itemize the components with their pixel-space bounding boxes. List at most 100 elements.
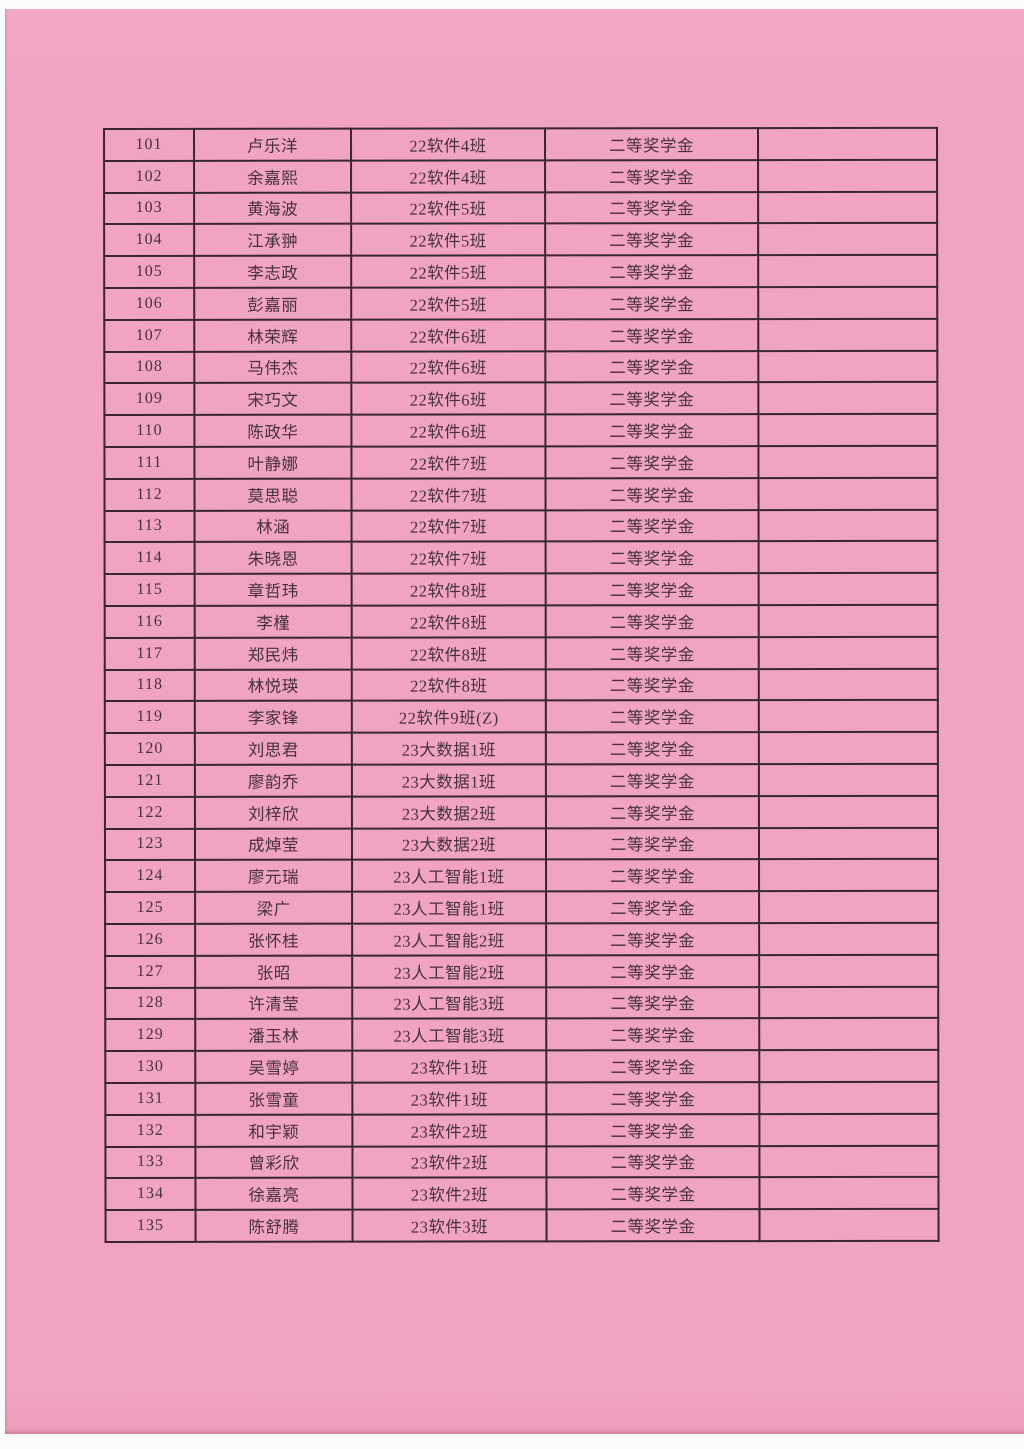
cell-student-name: 许清莹 bbox=[195, 987, 353, 1020]
cell-empty bbox=[758, 350, 938, 383]
cell-class-name: 22软件5班 bbox=[351, 191, 546, 225]
cell-award-name: 二等奖学金 bbox=[545, 287, 759, 320]
cell-student-name: 李槿 bbox=[194, 605, 352, 638]
cell-award-name: 二等奖学金 bbox=[545, 573, 759, 606]
cell-student-name: 林荣辉 bbox=[194, 319, 352, 352]
cell-row-number: 118 bbox=[104, 669, 195, 702]
cell-award-name: 二等奖学金 bbox=[545, 764, 759, 797]
cell-class-name: 22软件4班 bbox=[351, 160, 546, 193]
cell-award-name: 二等奖学金 bbox=[545, 827, 760, 860]
cell-row-number: 125 bbox=[105, 891, 196, 924]
cell-class-name: 23大数据2班 bbox=[351, 796, 546, 829]
cell-empty bbox=[758, 127, 938, 160]
cell-class-name: 22软件6班 bbox=[351, 350, 546, 384]
cell-empty bbox=[758, 827, 939, 860]
cell-student-name: 刘思君 bbox=[194, 732, 352, 765]
cell-student-name: 潘玉林 bbox=[195, 1018, 353, 1051]
cell-row-number: 106 bbox=[104, 287, 195, 320]
cell-class-name: 22软件4班 bbox=[351, 128, 546, 161]
cell-row-number: 133 bbox=[105, 1146, 196, 1179]
cell-class-name: 23软件1班 bbox=[352, 1082, 547, 1115]
table-row: 113 林涵 22软件7班 二等奖学金 bbox=[104, 509, 938, 543]
cell-empty bbox=[759, 954, 939, 987]
table-row: 118 林悦瑛 22软件8班 二等奖学金 bbox=[104, 668, 938, 702]
cell-student-name: 江承翀 bbox=[194, 224, 352, 257]
cell-award-name: 二等奖学金 bbox=[545, 350, 759, 383]
cell-row-number: 130 bbox=[105, 1050, 196, 1083]
cell-student-name: 余嘉熙 bbox=[194, 160, 352, 193]
cell-class-name: 23人工智能3班 bbox=[352, 986, 547, 1019]
table-row: 134 徐嘉亮 23软件2班 二等奖学金 bbox=[105, 1177, 939, 1211]
cell-empty bbox=[758, 255, 938, 288]
cell-class-name: 22软件7班 bbox=[351, 446, 546, 479]
cell-award-name: 二等奖学金 bbox=[545, 732, 759, 765]
table-row: 132 和宇颖 23软件2班 二等奖学金 bbox=[105, 1113, 939, 1147]
cell-student-name: 朱晓恩 bbox=[194, 542, 352, 575]
cell-award-name: 二等奖学金 bbox=[545, 605, 759, 638]
table-row: 121 廖韵乔 23大数据1班 二等奖学金 bbox=[104, 763, 938, 797]
cell-class-name: 23大数据1班 bbox=[351, 764, 546, 797]
cell-empty bbox=[758, 159, 938, 192]
cell-student-name: 章哲玮 bbox=[194, 573, 352, 606]
cell-award-name: 二等奖学金 bbox=[545, 700, 759, 733]
cell-student-name: 宋巧文 bbox=[194, 383, 352, 416]
cell-row-number: 109 bbox=[104, 383, 195, 416]
cell-empty bbox=[758, 318, 938, 351]
cell-empty bbox=[759, 890, 939, 924]
cell-class-name: 23人工智能2班 bbox=[352, 923, 547, 956]
cell-empty bbox=[759, 1113, 939, 1146]
cell-award-name: 二等奖学金 bbox=[545, 382, 759, 415]
cell-row-number: 116 bbox=[104, 605, 195, 638]
cell-award-name: 二等奖学金 bbox=[545, 446, 759, 479]
table-row: 117 郑民炜 22软件8班 二等奖学金 bbox=[104, 636, 938, 670]
cell-empty bbox=[758, 509, 938, 542]
cell-class-name: 22软件7班 bbox=[351, 541, 546, 574]
cell-class-name: 22软件6班 bbox=[351, 382, 546, 415]
cell-award-name: 二等奖学金 bbox=[546, 1050, 760, 1083]
table-row: 127 张昭 23人工智能2班 二等奖学金 bbox=[105, 954, 939, 988]
cell-award-name: 二等奖学金 bbox=[545, 159, 759, 192]
table-row: 130 吴雪婷 23软件1班 二等奖学金 bbox=[105, 1049, 939, 1083]
cell-award-name: 二等奖学金 bbox=[546, 986, 760, 1019]
cell-student-name: 莫思聪 bbox=[194, 478, 352, 511]
table-row: 106 彭嘉丽 22软件5班 二等奖学金 bbox=[104, 286, 938, 320]
cell-class-name: 23人工智能2班 bbox=[352, 955, 547, 988]
cell-row-number: 127 bbox=[105, 955, 196, 988]
cell-row-number: 112 bbox=[104, 478, 195, 511]
table-row: 125 梁广 23人工智能1班 二等奖学金 bbox=[105, 890, 939, 924]
cell-student-name: 叶静娜 bbox=[194, 446, 352, 479]
cell-award-name: 二等奖学金 bbox=[546, 1177, 760, 1210]
cell-row-number: 131 bbox=[105, 1082, 196, 1115]
cell-student-name: 林涵 bbox=[194, 510, 352, 543]
cell-empty bbox=[758, 286, 938, 319]
table-row: 128 许清莹 23人工智能3班 二等奖学金 bbox=[105, 986, 939, 1020]
table-row: 122 刘梓欣 23大数据2班 二等奖学金 bbox=[104, 795, 938, 829]
cell-class-name: 23大数据1班 bbox=[351, 732, 546, 765]
cell-row-number: 110 bbox=[104, 415, 195, 447]
cell-student-name: 廖元瑞 bbox=[195, 859, 353, 892]
cell-row-number: 126 bbox=[105, 923, 196, 956]
cell-student-name: 和宇颖 bbox=[195, 1114, 353, 1147]
cell-row-number: 120 bbox=[104, 733, 195, 765]
cell-student-name: 张昭 bbox=[195, 955, 353, 988]
cell-award-name: 二等奖学金 bbox=[546, 1209, 760, 1242]
cell-award-name: 二等奖学金 bbox=[546, 954, 760, 987]
cell-empty bbox=[758, 223, 938, 256]
cell-empty bbox=[758, 731, 938, 765]
cell-row-number: 121 bbox=[104, 764, 195, 797]
cell-row-number: 102 bbox=[104, 160, 195, 193]
cell-row-number: 113 bbox=[104, 510, 195, 543]
cell-student-name: 刘梓欣 bbox=[194, 796, 352, 829]
cell-student-name: 卢乐洋 bbox=[194, 128, 352, 161]
cell-row-number: 128 bbox=[105, 987, 196, 1020]
cell-award-name: 二等奖学金 bbox=[546, 1113, 760, 1146]
cell-student-name: 李志政 bbox=[194, 255, 352, 288]
cell-row-number: 103 bbox=[104, 192, 195, 225]
cell-student-name: 张怀桂 bbox=[195, 923, 353, 956]
cell-empty bbox=[759, 1208, 939, 1241]
cell-student-name: 吴雪婷 bbox=[195, 1050, 353, 1083]
cell-award-name: 二等奖学金 bbox=[545, 255, 759, 288]
cell-class-name: 22软件5班 bbox=[351, 223, 546, 256]
cell-row-number: 105 bbox=[104, 256, 195, 288]
cell-empty bbox=[758, 445, 938, 478]
